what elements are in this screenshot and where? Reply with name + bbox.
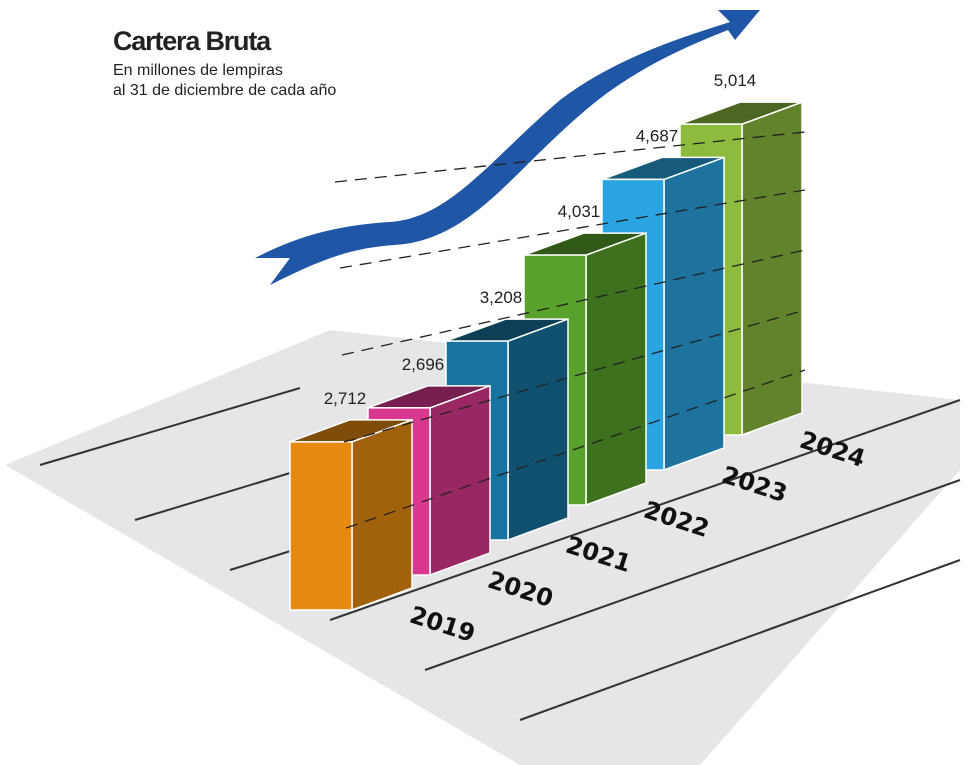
bar-side (742, 102, 802, 435)
value-label: 4,687 (636, 126, 679, 145)
value-label: 3,208 (480, 288, 523, 307)
bar-side (352, 420, 412, 610)
chart-title: Cartera Bruta (113, 26, 272, 56)
bar-side (664, 157, 724, 470)
value-label: 2,712 (324, 389, 367, 408)
subtitle: al 31 de diciembre de cada año (113, 82, 336, 99)
value-label: 4,031 (558, 202, 601, 221)
bar-side (430, 386, 490, 575)
subtitle: En millones de lempiras (113, 62, 283, 79)
bar-side (586, 233, 646, 505)
value-label: 2,696 (402, 355, 445, 374)
value-label: 5,014 (714, 71, 757, 90)
chart: Cartera Bruta En millones de lempiras al… (0, 0, 969, 765)
bar-side (508, 319, 568, 540)
bar (290, 442, 352, 610)
